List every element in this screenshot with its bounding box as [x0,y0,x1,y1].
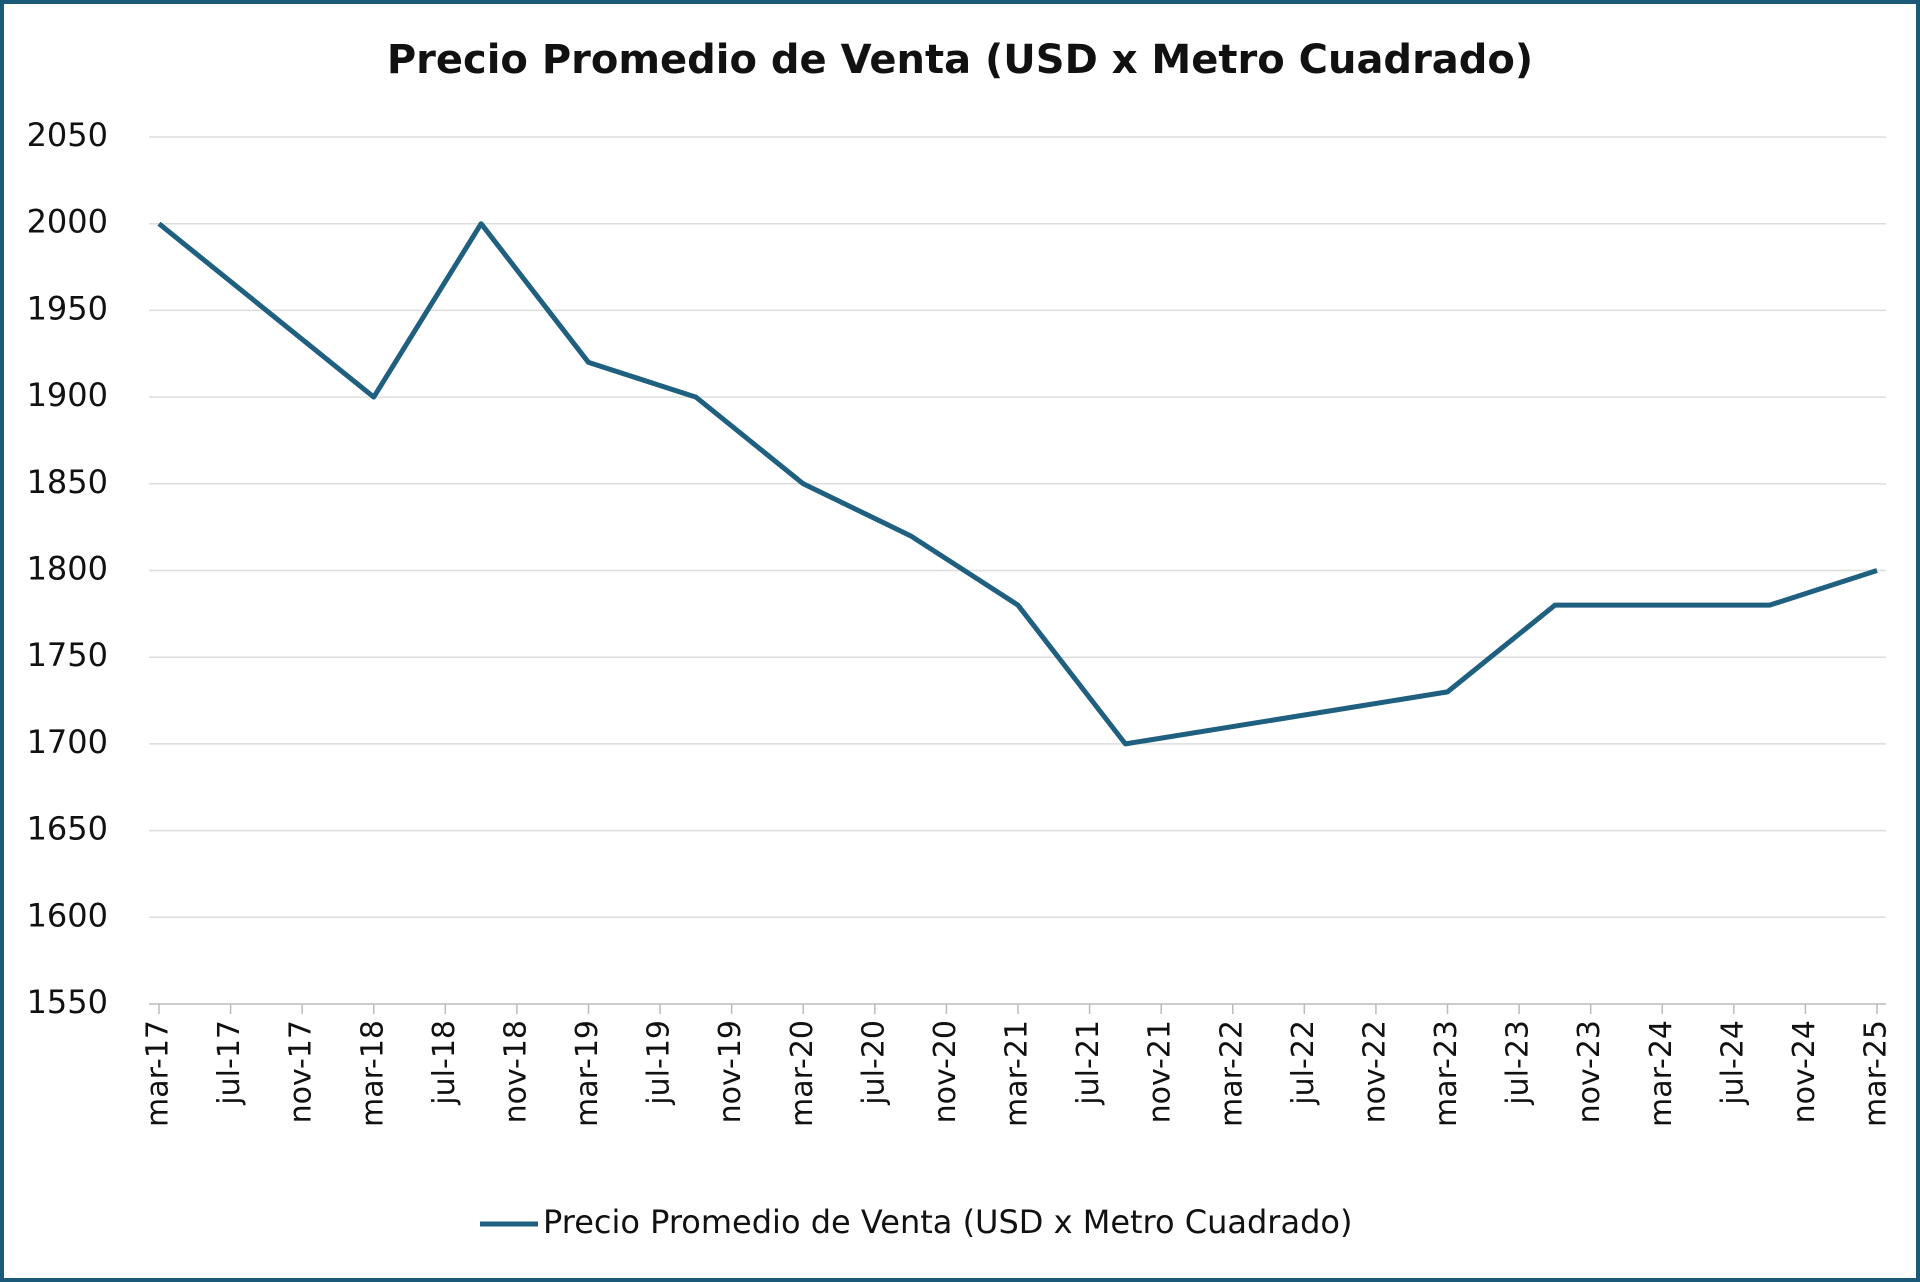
x-tick-label: mar-25 [1859,1020,1894,1127]
y-tick-label: 2000 [27,203,108,241]
y-tick-label: 1550 [27,983,108,1021]
x-tick-label: jul-24 [1715,1020,1750,1106]
x-tick-label: jul-20 [856,1020,891,1106]
x-tick-label: mar-20 [785,1020,820,1127]
x-tick-label: jul-21 [1071,1020,1106,1106]
x-tick-label: nov-20 [928,1020,963,1123]
x-tick-label: mar-22 [1214,1020,1249,1127]
x-tick-label: nov-24 [1787,1020,1822,1123]
x-tick-label: nov-19 [713,1020,748,1123]
x-tick-label: mar-23 [1429,1020,1464,1127]
y-tick-label: 1650 [27,810,108,848]
y-tick-label: 1950 [27,289,108,327]
x-tick-label: nov-22 [1357,1020,1392,1123]
y-tick-label: 2050 [27,116,108,154]
y-tick-label: 1800 [27,550,108,588]
x-tick-label: mar-24 [1644,1020,1679,1127]
x-tick-label: jul-23 [1501,1020,1536,1106]
y-tick-label: 1850 [27,463,108,501]
line [157,221,1878,747]
x-tick-label: jul-19 [642,1020,677,1106]
x-tick-label: mar-17 [141,1020,176,1127]
legend-label: Precio Promedio de Venta (USD x Metro Cu… [543,1203,1352,1241]
y-tick-label: 1900 [27,376,108,414]
chart-title: Precio Promedio de Venta (USD x Metro Cu… [387,37,1533,83]
x-tick-label: nov-23 [1572,1020,1607,1123]
x-tick-label: jul-18 [427,1020,462,1106]
y-tick-label: 1700 [27,723,108,761]
x-tick-label: nov-18 [498,1020,533,1123]
x-tick-label: nov-21 [1143,1020,1178,1123]
x-tick-label: jul-17 [212,1020,247,1106]
x-tick-label: mar-21 [1000,1020,1035,1127]
x-tick-label: jul-22 [1286,1020,1321,1106]
y-tick-label: 1600 [27,896,108,934]
x-tick-label: mar-19 [570,1020,605,1127]
x-tick-label: mar-18 [355,1020,390,1127]
x-tick-label: nov-17 [284,1020,319,1123]
y-tick-label: 1750 [27,636,108,674]
